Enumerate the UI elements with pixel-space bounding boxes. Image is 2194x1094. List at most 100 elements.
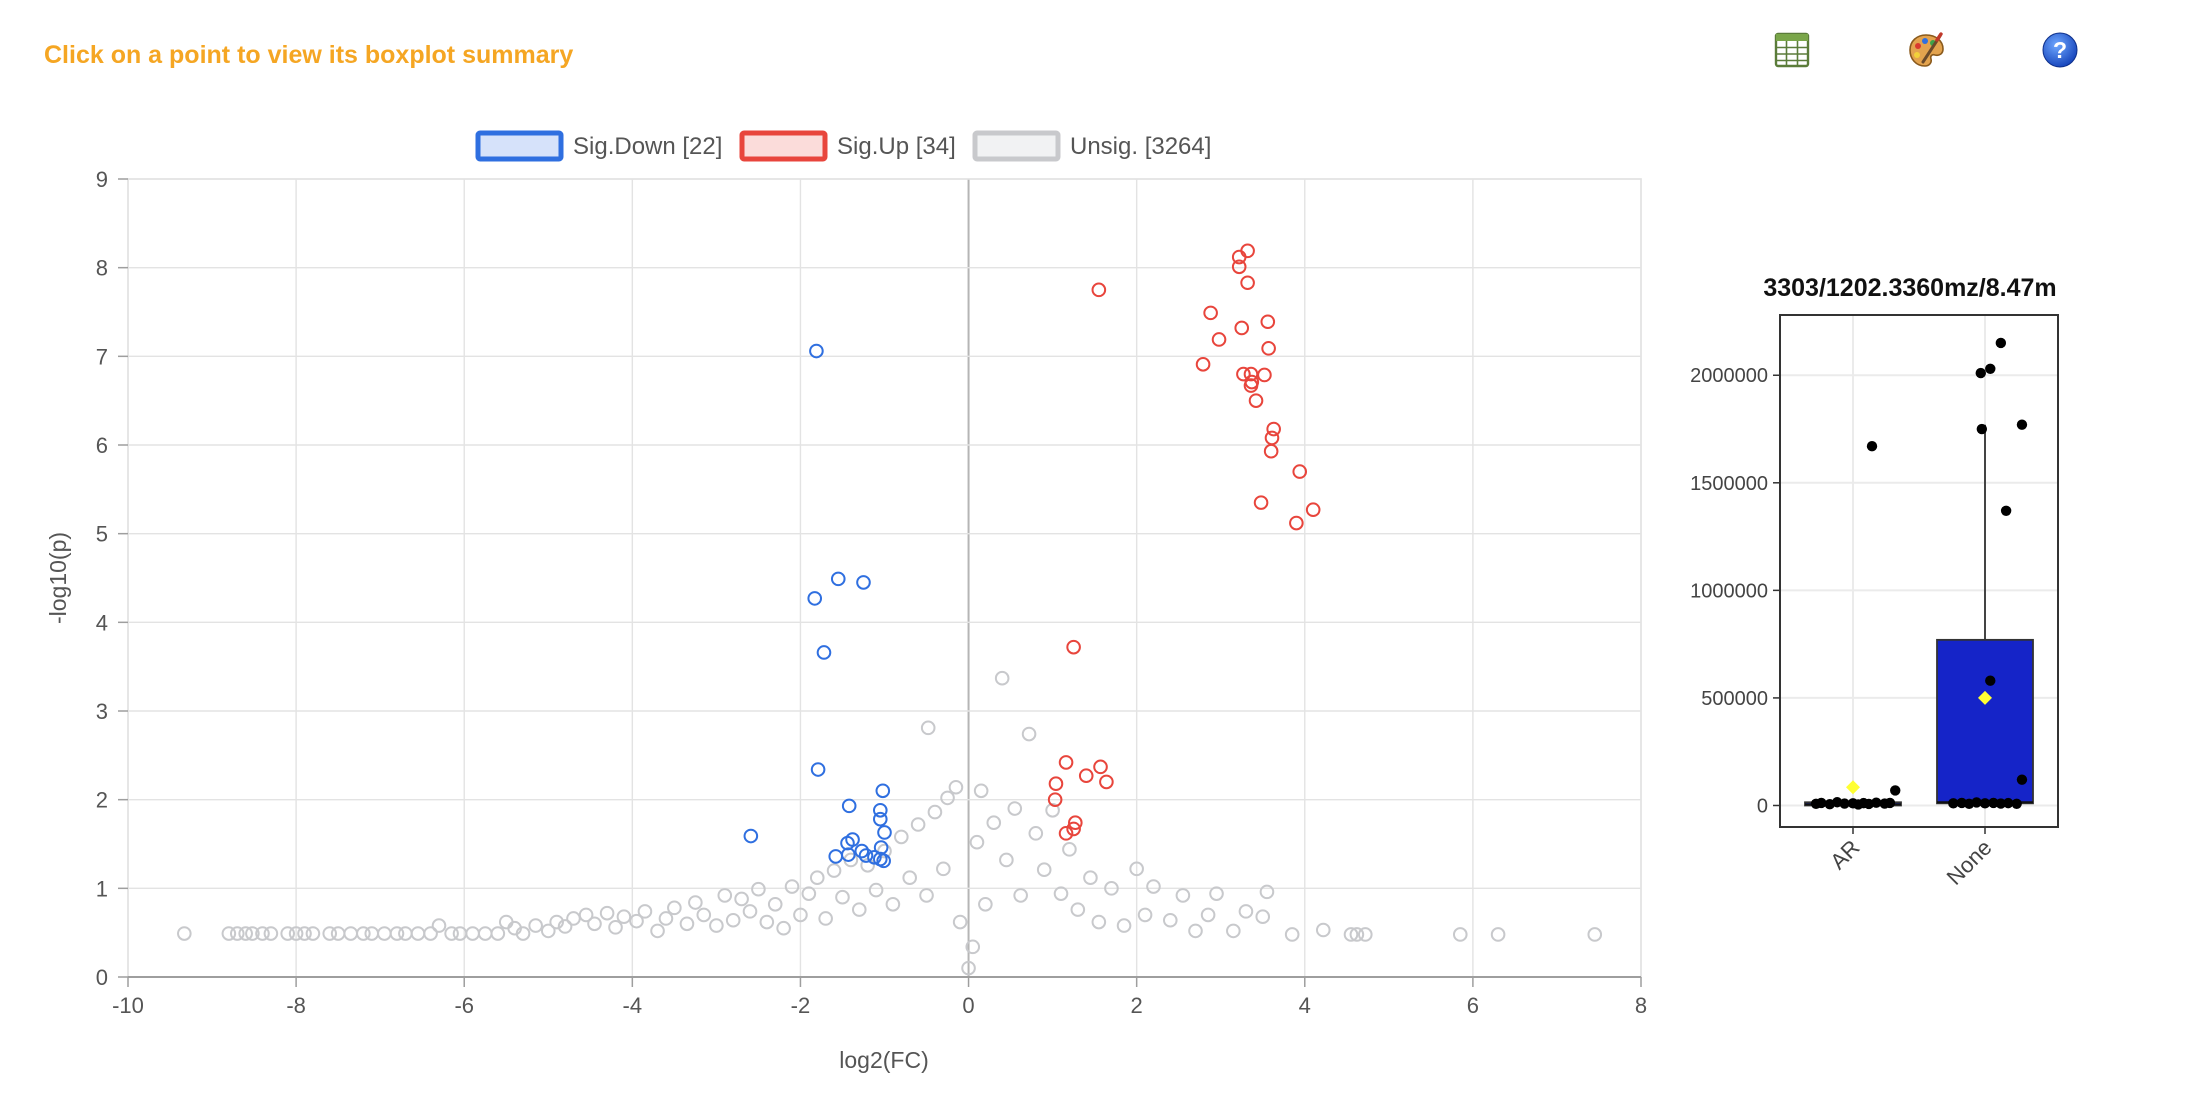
click-hint-text: Click on a point to view its boxplot sum… xyxy=(44,41,574,69)
data-point xyxy=(1292,464,1308,479)
box-point xyxy=(1985,363,1996,374)
box-point xyxy=(1995,337,2007,349)
data-point xyxy=(1315,922,1331,938)
data-point xyxy=(280,926,296,941)
data-point xyxy=(245,926,260,941)
data-point xyxy=(1146,879,1161,894)
help-icon-graphic: ? xyxy=(2042,32,2078,68)
legend-swatch xyxy=(475,130,564,162)
table-icon[interactable] xyxy=(1772,30,1812,70)
data-point xyxy=(515,926,531,941)
data-point xyxy=(490,926,506,941)
data-point xyxy=(876,853,891,869)
data-point xyxy=(1078,768,1094,784)
data-point xyxy=(1284,927,1300,942)
data-point xyxy=(1028,826,1044,841)
data-point xyxy=(1137,907,1153,923)
data-point xyxy=(540,923,556,939)
data-point xyxy=(1007,801,1023,816)
x-tick-label: -4 xyxy=(623,993,643,1018)
data-point xyxy=(877,825,892,840)
data-point xyxy=(1255,909,1271,925)
data-point xyxy=(965,939,981,955)
data-point xyxy=(1068,815,1083,831)
data-point xyxy=(431,918,447,933)
data-point xyxy=(875,783,891,799)
box-point xyxy=(1884,797,1896,809)
box-point xyxy=(1979,798,1991,809)
y-tick-label: 9 xyxy=(96,167,108,192)
data-point xyxy=(1091,282,1107,298)
data-point xyxy=(1116,918,1132,933)
legend-item: Sig.Down [22] xyxy=(475,130,722,162)
y-tick-label: 6 xyxy=(96,433,108,458)
data-point xyxy=(910,817,926,832)
x-tick-label: 0 xyxy=(962,993,974,1018)
data-point xyxy=(1266,421,1281,437)
data-point xyxy=(444,926,459,941)
data-point xyxy=(1305,502,1321,518)
data-point xyxy=(322,926,338,941)
data-point xyxy=(1238,904,1254,919)
data-point xyxy=(1058,826,1074,841)
data-point xyxy=(650,923,665,939)
data-point xyxy=(1343,927,1359,942)
series-down xyxy=(743,343,892,869)
data-point xyxy=(549,914,564,930)
data-point xyxy=(841,798,857,814)
data-point xyxy=(734,891,749,907)
data-point xyxy=(835,889,850,905)
x-tick-label: -8 xyxy=(286,993,306,1018)
box-point xyxy=(1839,798,1850,809)
data-point xyxy=(238,926,253,941)
box-mean-marker xyxy=(1978,690,1992,705)
data-point xyxy=(679,916,695,932)
data-point xyxy=(826,863,842,878)
data-point xyxy=(1053,886,1069,901)
data-point xyxy=(961,960,976,976)
data-point xyxy=(1066,821,1081,837)
series-unsig xyxy=(177,670,1603,976)
data-point xyxy=(767,896,783,912)
data-point xyxy=(841,847,856,862)
boxplot-x-tick-label: AR xyxy=(1825,835,1864,874)
data-point xyxy=(1066,639,1081,655)
data-point xyxy=(389,926,405,941)
data-point xyxy=(1452,927,1468,942)
y-tick-label: 5 xyxy=(96,522,108,547)
data-point xyxy=(629,913,644,929)
data-point xyxy=(229,926,245,941)
palette-icon-graphic xyxy=(1909,32,1944,67)
boxplot-chart: 3303/1202.3360mz/8.47m 0 500000 1000000 1500… xyxy=(1690,274,2059,890)
boxplot-y-tick-label: 0 xyxy=(1757,795,1768,817)
x-axis-label: log2(FC) xyxy=(839,1047,928,1073)
data-point xyxy=(1231,249,1247,265)
x-tick-label: -2 xyxy=(791,993,811,1018)
data-point xyxy=(973,783,989,799)
data-point xyxy=(1203,305,1218,321)
palette-icon[interactable] xyxy=(1906,30,1946,70)
box-point xyxy=(1995,798,2007,809)
box-none xyxy=(1936,337,2034,809)
data-point xyxy=(696,907,712,923)
series-up xyxy=(1047,243,1321,841)
y-tick-label: 1 xyxy=(96,876,108,901)
legend-label: Unsig. [3264] xyxy=(1070,133,1211,160)
data-point xyxy=(255,926,270,941)
data-point xyxy=(999,852,1014,868)
data-point xyxy=(221,926,237,941)
legend: Sig.Down [22] Sig.Up [34] Unsig. [3264] xyxy=(475,130,1211,162)
boxplot-y-tick-label: 2000000 xyxy=(1690,365,1768,387)
help-icon[interactable]: ? xyxy=(2040,30,2080,70)
data-point xyxy=(1260,314,1276,330)
volcano-plot: -10 -8 -6 -4 -2 0 2 4 6 8 0 1 2 3 4 5 6 7 8 9 log2(FC) -log10… xyxy=(45,130,1647,1073)
data-point xyxy=(1045,803,1060,818)
data-point xyxy=(858,848,874,863)
data-point xyxy=(1240,275,1255,291)
box-point xyxy=(1975,367,1986,379)
data-point xyxy=(809,343,824,359)
box-point xyxy=(1871,797,1882,808)
data-point xyxy=(751,881,766,897)
boxplot-x-tick-label: None xyxy=(1942,835,1997,890)
data-point xyxy=(885,896,901,912)
